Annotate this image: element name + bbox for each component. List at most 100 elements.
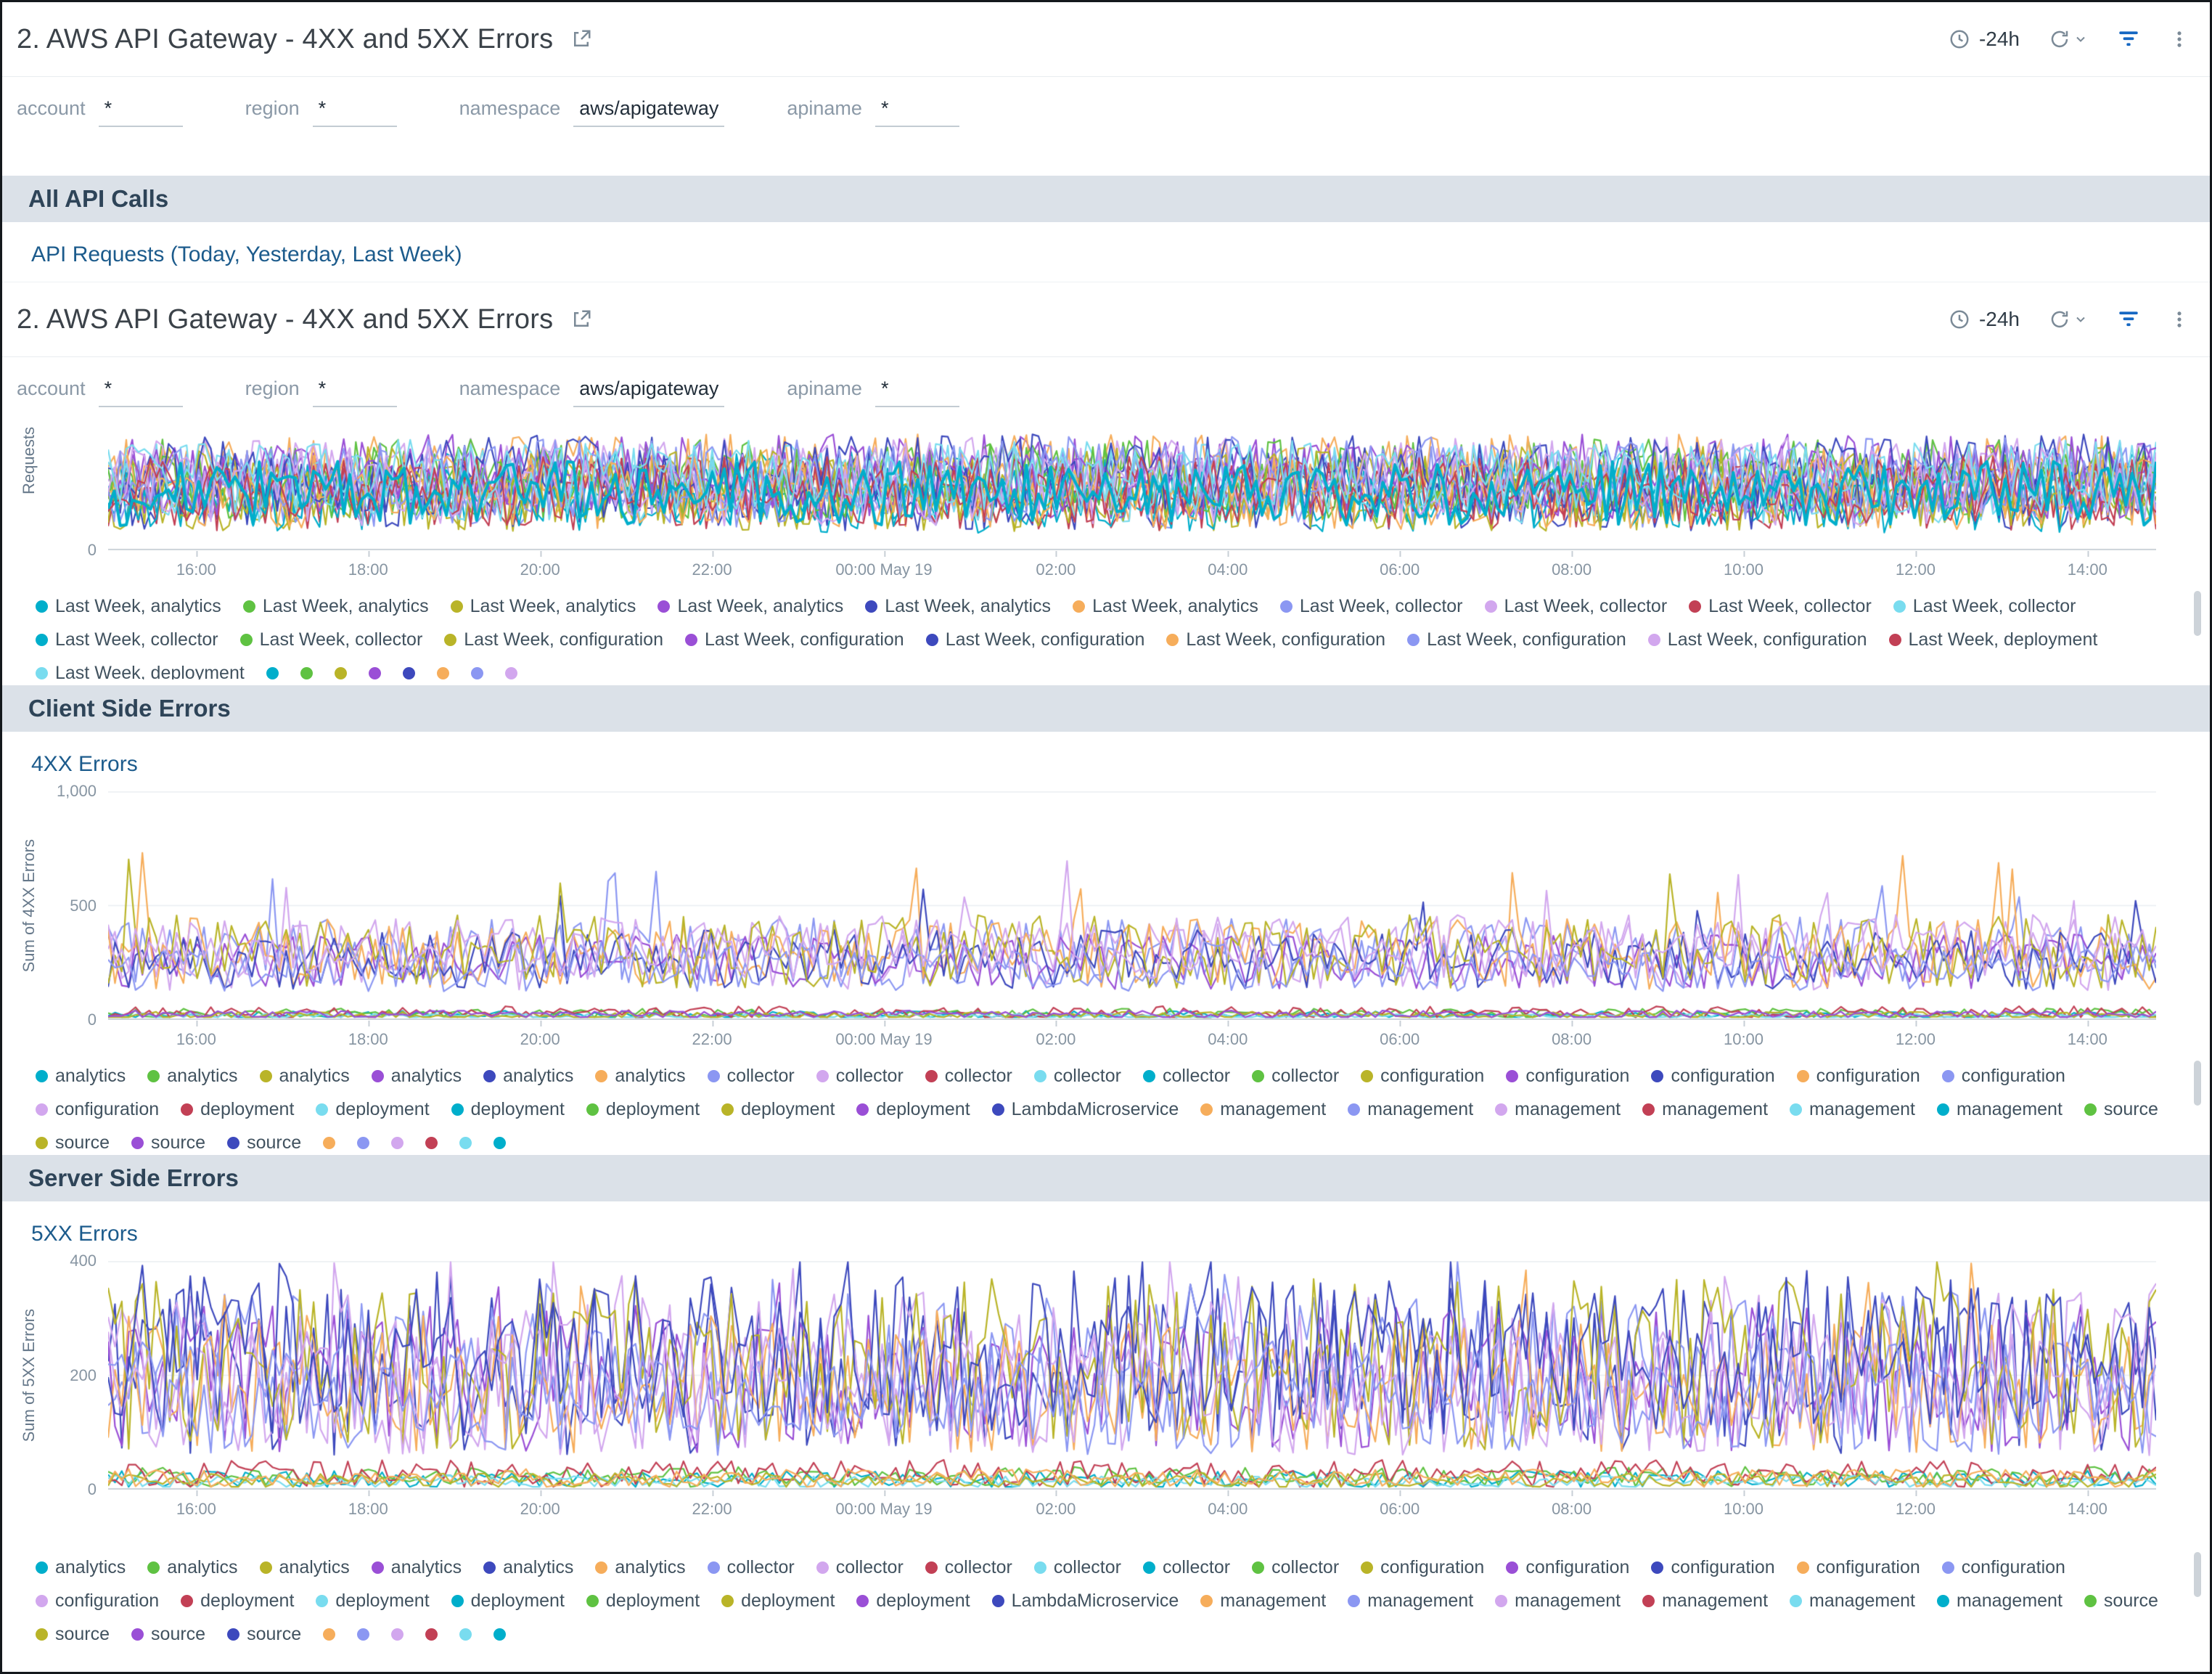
- legend-item[interactable]: Last Week, collector: [36, 623, 218, 656]
- filter-input-account[interactable]: *: [98, 377, 183, 407]
- legend-item-clipped[interactable]: [391, 1617, 404, 1651]
- legend-item[interactable]: configuration: [1361, 1059, 1484, 1093]
- legend-item[interactable]: collector: [1252, 1551, 1339, 1584]
- legend-item-clipped[interactable]: [323, 1617, 336, 1651]
- legend-item-clipped[interactable]: [266, 656, 279, 679]
- legend-item[interactable]: Last Week, configuration: [684, 623, 904, 656]
- legend-item[interactable]: analytics: [483, 1551, 573, 1584]
- legend-item[interactable]: Last Week, configuration: [444, 623, 663, 656]
- legend-item[interactable]: configuration: [1796, 1551, 1920, 1584]
- legend-item[interactable]: collector: [707, 1551, 795, 1584]
- legend-item[interactable]: collector: [816, 1551, 904, 1584]
- legend-item[interactable]: Last Week, collector: [1279, 589, 1463, 623]
- legend-item[interactable]: collector: [1033, 1059, 1121, 1093]
- legend-item[interactable]: management: [1495, 1584, 1621, 1617]
- legend-item[interactable]: collector: [925, 1059, 1012, 1093]
- legend-item[interactable]: analytics: [147, 1551, 238, 1584]
- legend-item[interactable]: Last Week, analytics: [658, 589, 843, 623]
- legend-item-clipped[interactable]: [459, 1126, 472, 1149]
- legend-item[interactable]: management: [1936, 1584, 2063, 1617]
- legend-item[interactable]: configuration: [1941, 1059, 2065, 1093]
- legend-item[interactable]: deployment: [181, 1093, 294, 1126]
- legend-item[interactable]: source: [227, 1126, 301, 1149]
- legend-item[interactable]: Last Week, deployment: [1888, 623, 2097, 656]
- legend-item[interactable]: configuration: [36, 1584, 159, 1617]
- chart-canvas-5xx[interactable]: [108, 1261, 2156, 1490]
- legend-scrollbar[interactable]: [2194, 1061, 2201, 1106]
- legend-item[interactable]: deployment: [586, 1584, 700, 1617]
- filter-input-region[interactable]: *: [312, 377, 397, 407]
- legend-item[interactable]: deployment: [316, 1584, 430, 1617]
- chart-canvas-4xx[interactable]: [108, 791, 2156, 1020]
- time-range-button[interactable]: -24h: [1949, 28, 2020, 51]
- legend-item[interactable]: management: [1495, 1093, 1621, 1126]
- legend-item-clipped[interactable]: [425, 1617, 438, 1651]
- refresh-button[interactable]: [2049, 309, 2088, 330]
- legend-item[interactable]: source: [36, 1617, 110, 1651]
- legend-item[interactable]: source: [2084, 1584, 2158, 1617]
- legend-item[interactable]: configuration: [1506, 1059, 1629, 1093]
- legend-scrollbar[interactable]: [2194, 1552, 2201, 1597]
- legend-item[interactable]: management: [1642, 1093, 1768, 1126]
- legend-item[interactable]: collector: [1252, 1059, 1339, 1093]
- legend-item[interactable]: Last Week, analytics: [36, 589, 221, 623]
- legend-item-clipped[interactable]: [493, 1126, 507, 1149]
- time-range-button[interactable]: -24h: [1949, 308, 2020, 331]
- legend-item-clipped[interactable]: [436, 656, 449, 679]
- legend-item-clipped[interactable]: [368, 656, 381, 679]
- legend-item[interactable]: source: [36, 1126, 110, 1149]
- filter-funnel-icon[interactable]: [2117, 308, 2140, 331]
- legend-item[interactable]: deployment: [181, 1584, 294, 1617]
- legend-item[interactable]: collector: [1033, 1551, 1121, 1584]
- legend-item[interactable]: deployment: [316, 1093, 430, 1126]
- legend-item[interactable]: analytics: [595, 1059, 686, 1093]
- legend-item[interactable]: deployment: [856, 1093, 970, 1126]
- legend-item[interactable]: source: [131, 1617, 205, 1651]
- legend-item[interactable]: Last Week, configuration: [925, 623, 1144, 656]
- legend-item[interactable]: deployment: [856, 1584, 970, 1617]
- legend-item[interactable]: collector: [1142, 1551, 1230, 1584]
- legend-item[interactable]: analytics: [36, 1059, 126, 1093]
- legend-item[interactable]: configuration: [1796, 1059, 1920, 1093]
- legend-item[interactable]: management: [1348, 1584, 1473, 1617]
- filter-input-namespace[interactable]: aws/apigateway: [573, 377, 725, 407]
- filter-input-apiname[interactable]: *: [874, 97, 959, 127]
- legend-item[interactable]: analytics: [147, 1059, 238, 1093]
- legend-item-clipped[interactable]: [425, 1126, 438, 1149]
- legend-item-clipped[interactable]: [300, 656, 313, 679]
- legend-item[interactable]: collector: [925, 1551, 1012, 1584]
- legend-item[interactable]: configuration: [36, 1093, 159, 1126]
- legend-item[interactable]: analytics: [483, 1059, 573, 1093]
- kebab-menu-icon[interactable]: [2169, 29, 2190, 49]
- legend-item[interactable]: source: [227, 1617, 301, 1651]
- legend-item-clipped[interactable]: [334, 656, 347, 679]
- legend-item[interactable]: configuration: [1651, 1551, 1775, 1584]
- legend-item-clipped[interactable]: [357, 1617, 370, 1651]
- legend-item[interactable]: management: [1200, 1584, 1326, 1617]
- legend-item[interactable]: Last Week, collector: [1689, 589, 1872, 623]
- legend-item-clipped[interactable]: [357, 1126, 370, 1149]
- legend-item[interactable]: analytics: [36, 1551, 126, 1584]
- legend-item[interactable]: Last Week, deployment: [36, 656, 245, 679]
- legend-item[interactable]: analytics: [371, 1059, 462, 1093]
- legend-item[interactable]: configuration: [1506, 1551, 1629, 1584]
- legend-item[interactable]: Last Week, collector: [1893, 589, 2076, 623]
- legend-item[interactable]: LambdaMicroservice: [991, 1584, 1179, 1617]
- legend-item[interactable]: deployment: [721, 1093, 835, 1126]
- legend-item[interactable]: configuration: [1651, 1059, 1775, 1093]
- legend-item[interactable]: Last Week, analytics: [865, 589, 1051, 623]
- legend-item[interactable]: management: [1936, 1093, 2063, 1126]
- legend-item-clipped[interactable]: [504, 656, 517, 679]
- legend-item[interactable]: Last Week, collector: [1484, 589, 1667, 623]
- legend-item[interactable]: analytics: [259, 1059, 350, 1093]
- legend-item-clipped[interactable]: [391, 1126, 404, 1149]
- legend-item[interactable]: Last Week, analytics: [242, 589, 429, 623]
- legend-item[interactable]: analytics: [371, 1551, 462, 1584]
- legend-item[interactable]: source: [2084, 1093, 2158, 1126]
- legend-item[interactable]: collector: [707, 1059, 795, 1093]
- share-icon[interactable]: [570, 28, 592, 50]
- legend-item[interactable]: collector: [816, 1059, 904, 1093]
- legend-item[interactable]: configuration: [1941, 1551, 2065, 1584]
- refresh-button[interactable]: [2049, 28, 2088, 50]
- share-icon[interactable]: [570, 309, 592, 330]
